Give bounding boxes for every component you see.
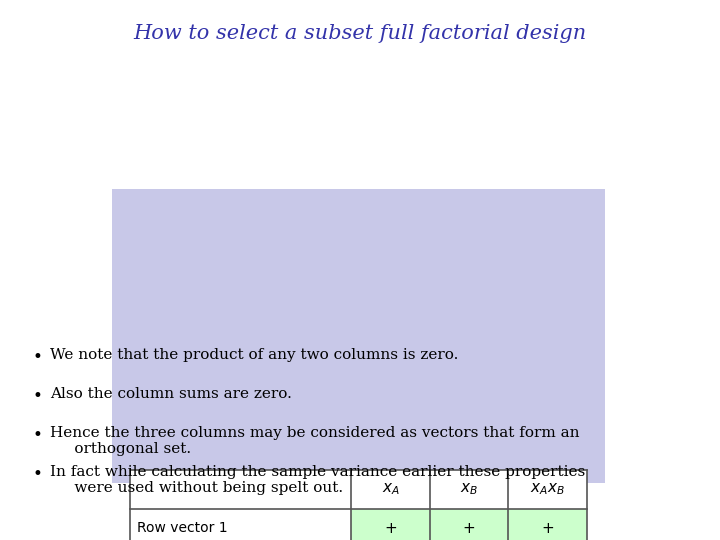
Text: How to select a subset full factorial design: How to select a subset full factorial de…	[133, 24, 587, 43]
Text: •: •	[32, 387, 42, 405]
Bar	[351, 509, 587, 540]
Text: +: +	[384, 521, 397, 536]
Bar	[130, 470, 587, 540]
Text: Also the column sums are zero.: Also the column sums are zero.	[50, 387, 292, 401]
Text: In fact while calculating the sample variance earlier these properties
     were: In fact while calculating the sample var…	[50, 465, 585, 495]
Text: +: +	[463, 521, 475, 536]
Text: •: •	[32, 465, 42, 483]
Text: +: +	[541, 521, 554, 536]
Text: Row vector 1: Row vector 1	[137, 521, 228, 535]
Text: •: •	[32, 348, 42, 366]
Bar	[112, 189, 605, 483]
Text: $x_A$: $x_A$	[382, 482, 400, 497]
Text: Hence the three columns may be considered as vectors that form an
     orthogona: Hence the three columns may be considere…	[50, 426, 580, 456]
Text: $x_B$: $x_B$	[460, 482, 478, 497]
Text: •: •	[32, 426, 42, 444]
Text: $x_A x_B$: $x_A x_B$	[530, 482, 565, 497]
Text: We note that the product of any two columns is zero.: We note that the product of any two colu…	[50, 348, 459, 362]
